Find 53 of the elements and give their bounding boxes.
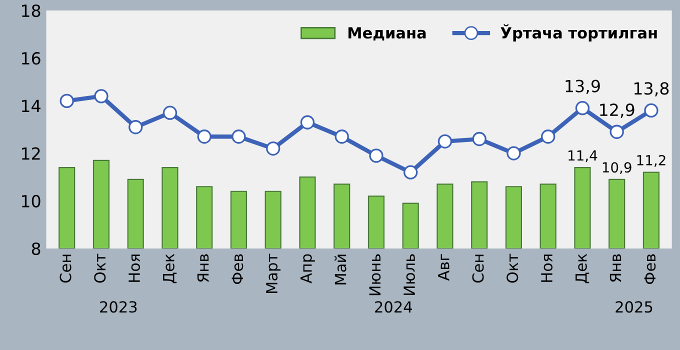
x-tick-label: Фев <box>232 254 244 284</box>
x-tick-label: Ноя <box>128 254 140 282</box>
point <box>506 146 521 160</box>
point <box>60 94 74 108</box>
y-tick-label: 8 <box>32 242 40 256</box>
y-tick-label: 16 <box>22 52 40 65</box>
data-label: 12,9 <box>600 104 634 118</box>
x-tick-label: Март <box>266 254 280 294</box>
y-tick-label: 14 <box>22 100 40 112</box>
x-tick-label: Окт <box>506 254 518 283</box>
x-tick-label: Янв <box>197 254 209 282</box>
point <box>197 130 212 144</box>
point <box>128 120 143 134</box>
x-tick-label: Янв <box>610 254 622 282</box>
data-label: 11,4 <box>568 150 598 162</box>
x-tick-label: Сен <box>60 254 72 283</box>
x-tick-label: Авг <box>438 254 450 281</box>
point <box>266 141 280 156</box>
point <box>162 106 178 120</box>
point <box>541 130 556 144</box>
point <box>438 134 452 148</box>
y-tick-label: 10 <box>22 194 40 208</box>
point <box>334 130 349 144</box>
legend-label: Медиана <box>348 27 426 40</box>
legend-label: Ўртача тортилган <box>500 24 657 42</box>
x-tick-label: Дек <box>576 254 590 284</box>
x-tick-label: Окт <box>94 254 106 283</box>
x-tick-label: Фев <box>644 254 656 284</box>
x-tick-label: Апр <box>300 254 315 284</box>
point <box>94 89 108 104</box>
y-tick-label: 18 <box>22 4 40 18</box>
point <box>610 124 624 139</box>
data-label: 13,9 <box>566 80 600 94</box>
point <box>404 165 418 180</box>
text: 2024 <box>375 301 412 313</box>
data-label: 13,8 <box>634 82 669 96</box>
x-tick-label: Июль <box>404 254 416 295</box>
text: 2025 <box>616 301 652 313</box>
text: 2023 <box>100 301 137 313</box>
data-label: 11,2 <box>637 154 666 167</box>
x-tick-label: Июнь <box>369 254 381 296</box>
point <box>232 130 246 144</box>
point <box>644 103 658 118</box>
point <box>300 115 315 130</box>
y-tick-label: 12 <box>22 147 40 160</box>
point <box>575 100 590 116</box>
data-label: 10,9 <box>602 162 632 174</box>
point <box>369 148 384 163</box>
x-tick-label: Сен <box>472 254 484 283</box>
point <box>472 132 486 146</box>
x-tick-label: Ноя <box>541 254 553 282</box>
x-tick-label: Май <box>334 254 346 284</box>
x-tick-label: Дек <box>163 254 177 284</box>
